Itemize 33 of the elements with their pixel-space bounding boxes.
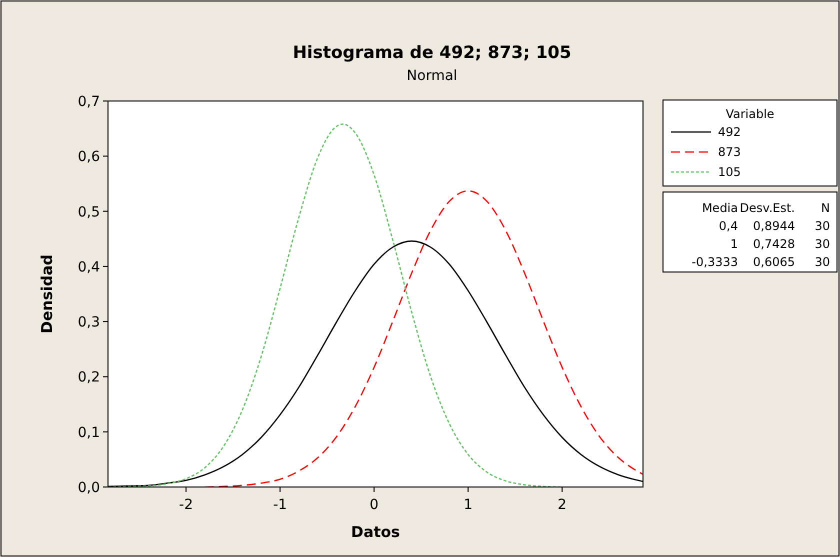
y-tick-label: 0,6	[78, 149, 100, 166]
chart-subtitle: Normal	[406, 68, 458, 84]
x-tick-label: 0	[370, 497, 379, 513]
y-tick-label: 0,1	[78, 424, 100, 441]
text: Desv.Est.	[740, 201, 795, 215]
x-axis-title: Datos	[351, 523, 400, 541]
y-tick-label: 0,7	[78, 94, 100, 110]
text: 1	[730, 237, 738, 251]
text: 0,8944	[753, 219, 795, 233]
y-axis-title: Densidad	[38, 254, 56, 334]
legend-label: 492	[718, 125, 741, 139]
x-tick-label: 2	[558, 497, 567, 513]
y-tick-label: 0,4	[78, 259, 100, 276]
text: 0,4	[718, 219, 738, 233]
x-tick-label: 1	[464, 497, 473, 513]
text: N	[821, 201, 830, 215]
legend-label: 873	[718, 145, 741, 159]
y-tick-label: 0,2	[78, 370, 100, 386]
y-tick-label: 0,3	[78, 314, 100, 331]
y-tick-label: 0,0	[78, 480, 100, 496]
text: 30	[814, 237, 830, 251]
y-tick-label: 0,5	[78, 204, 100, 220]
text: 0,6065	[753, 255, 795, 269]
chart-title: Histograma de 492; 873; 105	[292, 43, 572, 63]
text: Media	[702, 201, 738, 215]
text: -0,3333	[692, 255, 738, 269]
x-tick-label: -2	[179, 497, 194, 513]
legend-title: Variable	[726, 107, 774, 121]
text: 30	[814, 255, 830, 269]
text: 0,7428	[753, 237, 795, 251]
x-tick-label: -1	[273, 497, 288, 513]
legend-label: 105	[718, 165, 741, 179]
text: 30	[814, 219, 830, 233]
